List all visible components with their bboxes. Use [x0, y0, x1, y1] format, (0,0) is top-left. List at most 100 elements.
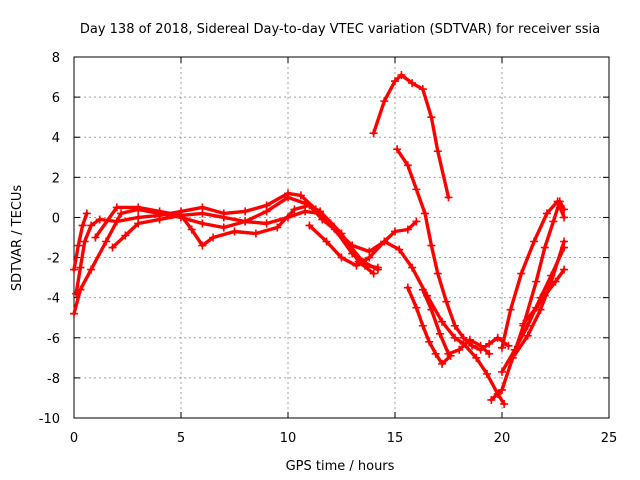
data-point-marker [361, 261, 370, 270]
data-point-marker [395, 245, 404, 254]
data-point-marker [76, 263, 85, 272]
y-tick-label: 0 [52, 211, 60, 226]
data-point-marker [108, 243, 117, 252]
data-point-marker [560, 237, 569, 246]
chart-title: Day 138 of 2018, Sidereal Day-to-day VTE… [80, 22, 600, 37]
data-point-marker [500, 399, 509, 408]
data-point-marker [241, 217, 250, 226]
data-point-marker [532, 303, 541, 312]
data-point-marker [532, 277, 541, 286]
data-point-marker [393, 145, 402, 154]
data-series [70, 71, 569, 408]
data-point-marker [134, 219, 143, 228]
series-track-7 [369, 71, 453, 202]
data-point-marker [241, 207, 250, 216]
data-point-marker [472, 353, 481, 362]
data-point-marker [508, 353, 517, 362]
data-point-marker [418, 321, 427, 330]
data-point-marker [540, 243, 549, 252]
data-point-marker [485, 339, 494, 348]
data-point-marker [425, 337, 434, 346]
x-axis-label: GPS time / hours [286, 459, 395, 474]
data-point-marker [301, 207, 310, 216]
series-track-11 [487, 197, 569, 404]
data-point-marker [431, 349, 440, 358]
data-point-marker [560, 265, 569, 274]
data-point-marker [391, 227, 399, 236]
data-point-marker [391, 77, 399, 86]
x-tick-label: 10 [280, 431, 297, 446]
data-point-marker [498, 385, 506, 394]
data-point-marker [523, 321, 532, 330]
data-point-marker [78, 221, 87, 230]
data-point-marker [337, 253, 346, 262]
x-tick-label: 15 [387, 431, 404, 446]
data-point-marker [333, 227, 342, 236]
data-point-marker [134, 203, 143, 212]
y-tick-label: -6 [47, 332, 60, 347]
series-line [110, 209, 380, 270]
data-point-marker [284, 189, 292, 198]
x-tick-label: 20 [494, 431, 511, 446]
data-point-marker [438, 359, 447, 368]
data-point-marker [412, 303, 421, 312]
data-point-marker [198, 241, 207, 250]
data-point-marker [519, 319, 528, 328]
data-point-marker [318, 215, 327, 224]
data-point-marker [397, 71, 406, 80]
series-track-15 [498, 197, 569, 352]
data-point-marker [487, 395, 496, 404]
data-point-marker [427, 113, 436, 122]
data-point-marker [296, 191, 305, 200]
data-point-marker [418, 285, 427, 294]
data-point-marker [435, 329, 444, 338]
data-point-marker [476, 341, 485, 350]
data-point-marker [155, 215, 164, 224]
data-point-marker [305, 201, 314, 210]
data-point-marker [87, 221, 96, 230]
data-point-marker [530, 237, 539, 246]
data-point-marker [485, 349, 494, 358]
data-point-marker [262, 201, 271, 210]
data-point-marker [219, 213, 228, 222]
data-point-marker [352, 261, 361, 270]
data-point-marker [373, 263, 382, 272]
data-point-marker [82, 209, 91, 218]
data-point-marker [72, 289, 81, 298]
plot-frame [73, 56, 610, 419]
data-point-marker [455, 345, 464, 354]
data-point-marker [438, 317, 447, 326]
data-point-marker [450, 333, 459, 342]
data-point-marker [412, 185, 421, 194]
series-track-13 [508, 237, 569, 362]
series-line [93, 203, 419, 254]
data-point-marker [523, 331, 532, 340]
x-tick-label: 5 [177, 431, 185, 446]
data-point-marker [549, 217, 558, 226]
data-point-marker [536, 305, 545, 314]
data-point-marker [121, 231, 130, 240]
data-point-marker [348, 249, 357, 258]
data-point-marker [230, 227, 239, 236]
data-point-marker [209, 233, 218, 242]
data-point-marker [70, 265, 78, 274]
series-line [421, 287, 491, 356]
data-point-marker [551, 277, 560, 286]
series-track-14 [519, 265, 569, 328]
data-point-marker [91, 233, 100, 242]
data-point-marker [465, 335, 474, 344]
data-point-marker [348, 241, 357, 250]
data-point-marker [420, 209, 429, 218]
data-point-marker [493, 333, 502, 342]
data-point-marker [112, 217, 121, 226]
data-point-marker [322, 237, 331, 246]
data-point-marker [305, 221, 314, 230]
data-point-marker [403, 283, 412, 292]
series-track-3 [70, 209, 91, 274]
y-tick-label: 4 [52, 131, 60, 146]
y-tick-label: 8 [52, 51, 60, 66]
data-point-marker [70, 309, 78, 318]
y-axis-label: SDTVAR / TECUs [10, 185, 25, 292]
data-point-marker [198, 219, 207, 228]
series-track-10 [418, 285, 494, 358]
